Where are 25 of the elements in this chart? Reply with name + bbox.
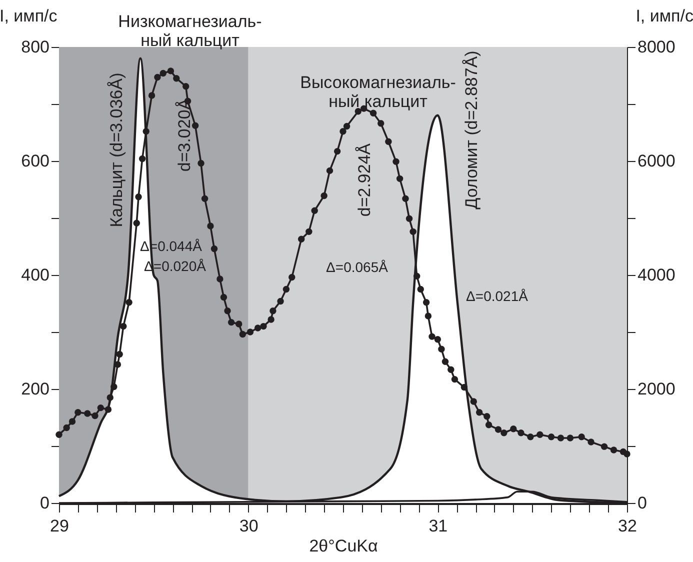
y-tick-label: 600 <box>21 152 50 170</box>
y-tick-label: 200 <box>21 380 50 398</box>
y2-tick-label: 8000 <box>638 38 676 56</box>
y-axis-title: I, имп/с <box>0 6 58 26</box>
x-axis-title: 2θ°CuKα <box>309 536 378 556</box>
x-tick-label: 31 <box>428 516 448 536</box>
annotation: Кальцит (d=3.036Å) <box>107 72 126 228</box>
y2-tick-label: 0 <box>638 494 647 512</box>
annotation: Доломит (d=2.887Å) <box>462 50 481 210</box>
x-tick-label: 32 <box>618 516 637 536</box>
y2-tick-label: 4000 <box>638 266 676 284</box>
y-tick-label: 800 <box>21 38 50 56</box>
annotation: Δ=0.065Å <box>326 259 389 275</box>
annotation: Δ=0.021Å <box>466 288 529 304</box>
x-tick-label: 29 <box>50 516 69 536</box>
annotation: Низкомагнезиаль- ный кальцит <box>118 12 262 50</box>
annotation: d=3.020Å <box>175 98 194 172</box>
annotation: Высокомагнезиаль- ный кальцит <box>300 73 456 111</box>
x-tick-label: 30 <box>239 516 258 536</box>
y2-tick-label: 2000 <box>638 380 676 398</box>
y2-axis-title: I, имп/с <box>636 6 693 26</box>
y-tick-label: 400 <box>21 266 50 284</box>
y2-tick-label: 6000 <box>638 152 676 170</box>
y-tick-label: 0 <box>40 494 50 512</box>
annotation: d=2.924Å <box>355 142 374 217</box>
